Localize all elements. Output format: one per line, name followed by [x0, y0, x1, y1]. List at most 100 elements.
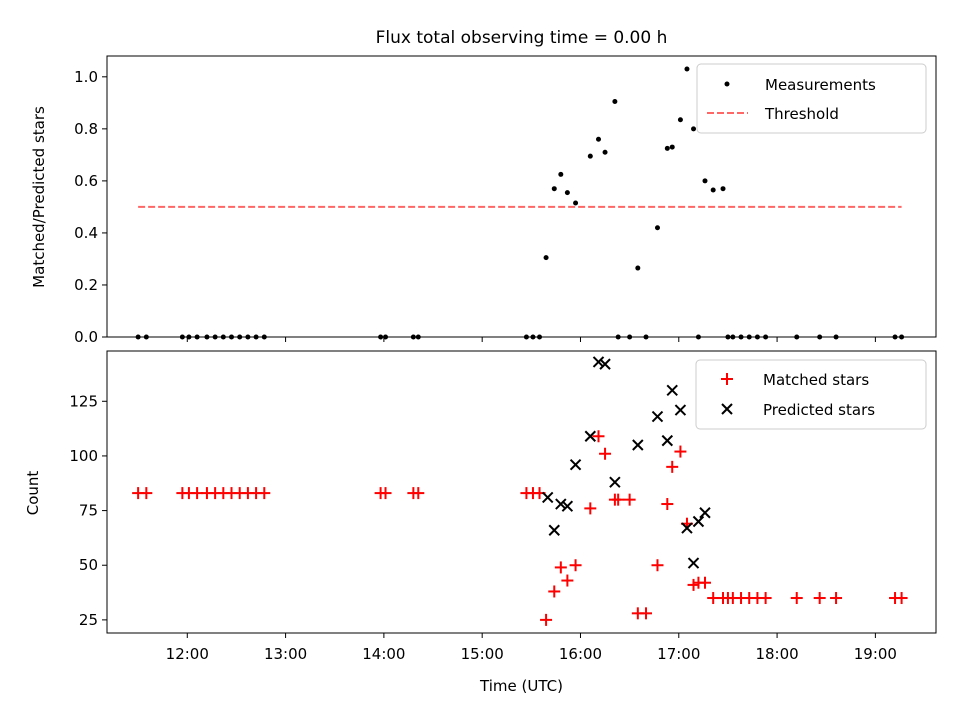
predicted-point: [674, 404, 687, 416]
measurement-point: [677, 117, 683, 123]
legend-measurements-label: Measurements: [765, 76, 876, 94]
predicted-point: [661, 434, 674, 447]
matched-point: [412, 487, 425, 500]
matched-point: [698, 576, 711, 589]
measurement-point: [543, 255, 549, 261]
x-tick-label: 18:00: [755, 645, 798, 663]
legend-predicted-label: Predicted stars: [763, 401, 875, 419]
top-plot-frame: [106, 55, 937, 338]
y-tick-label: 25: [79, 611, 98, 629]
bottom-y-ticks: 25 50 75 100 125: [69, 392, 107, 629]
measurement-point: [710, 187, 716, 193]
top-legend-box: [696, 63, 927, 134]
y-tick-label: 1.0: [74, 68, 98, 86]
measurement-point: [602, 149, 608, 155]
bottom-legend: Matched stars Predicted stars: [695, 359, 927, 430]
y-tick-label: 75: [79, 502, 98, 520]
matched-point: [569, 559, 582, 572]
top-legend: Measurements Threshold: [696, 63, 927, 134]
matched-point: [592, 430, 605, 443]
bottom-legend-box: [695, 359, 927, 430]
measurement-point: [596, 136, 602, 142]
x-tick-label: 15:00: [461, 645, 504, 663]
predicted-point: [561, 500, 574, 512]
predicted-point: [681, 522, 693, 534]
measurement-point: [654, 225, 660, 231]
predicted-point: [584, 430, 597, 442]
measurement-point: [558, 171, 564, 177]
predicted-point: [632, 439, 644, 451]
y-tick-label: 0.2: [74, 276, 98, 294]
top-panel: 0.0 0.2 0.4 0.6 0.8 1.0 Matched/Predicted sta…: [30, 55, 937, 346]
predicted-point: [592, 356, 605, 368]
predicted-point: [548, 524, 560, 536]
predicted-point: [555, 498, 567, 510]
predicted-point: [542, 491, 554, 504]
bottom-y-axis-label: Count: [24, 471, 42, 516]
matched-point: [759, 592, 772, 605]
matched-point: [599, 447, 612, 460]
matched-point: [895, 592, 908, 605]
y-tick-label: 100: [69, 447, 98, 465]
legend-predicted-marker: [721, 403, 733, 415]
matched-point: [674, 445, 687, 458]
matched-point: [651, 559, 664, 572]
matched-point: [554, 561, 567, 574]
matched-point: [640, 607, 653, 620]
matched-point: [584, 502, 597, 515]
measurement-point: [720, 186, 726, 192]
measurement-point: [635, 265, 641, 271]
x-axis-label: Time (UTC): [479, 677, 563, 695]
matched-point: [612, 493, 625, 506]
top-x-ticks: [186, 337, 876, 342]
y-tick-label: 0.4: [74, 224, 98, 242]
matched-point: [379, 487, 392, 500]
matched-point: [623, 493, 636, 506]
measurement-point: [702, 178, 708, 184]
y-tick-label: 125: [69, 392, 98, 410]
predicted-point: [609, 476, 621, 488]
predicted-point: [692, 515, 705, 528]
bottom-plot-frame: [106, 350, 937, 634]
x-tick-label: 17:00: [657, 645, 700, 663]
predicted-point: [651, 410, 664, 423]
measurement-point: [551, 186, 557, 192]
y-tick-label: 50: [79, 556, 98, 574]
measurement-point: [664, 145, 670, 151]
legend-matched-label: Matched stars: [763, 371, 869, 389]
matched-point: [540, 613, 553, 626]
x-tick-label: 13:00: [264, 645, 307, 663]
y-tick-label: 0.0: [74, 328, 98, 346]
x-tick-label: 19:00: [854, 645, 897, 663]
top-y-ticks: 0.0 0.2 0.4 0.6 0.8 1.0: [74, 68, 107, 346]
predicted-point: [569, 458, 582, 471]
matched-point: [830, 592, 843, 605]
measurement-point: [587, 153, 593, 159]
matched-point: [140, 487, 153, 500]
predicted-point: [599, 358, 611, 370]
x-tick-label: 12:00: [166, 645, 209, 663]
measurement-point: [564, 190, 570, 196]
matched-point: [661, 498, 674, 511]
measurement-point: [573, 200, 579, 206]
matched-point: [666, 460, 679, 473]
legend-measurements-marker: [724, 81, 730, 87]
bottom-panel-marks: [132, 356, 908, 626]
matched-point: [561, 574, 574, 587]
y-tick-label: 0.6: [74, 172, 98, 190]
predicted-point: [687, 557, 700, 569]
predicted-point: [666, 384, 678, 397]
matched-point: [548, 585, 561, 598]
measurement-point: [691, 126, 697, 132]
legend-matched-marker: [721, 373, 733, 385]
x-tick-label: 16:00: [559, 645, 602, 663]
chart-title: Flux total observing time = 0.00 h: [376, 28, 668, 48]
y-tick-label: 0.8: [74, 120, 98, 138]
measurement-point: [612, 99, 618, 105]
matched-point: [258, 487, 271, 500]
measurement-point: [669, 144, 675, 150]
x-tick-label: 14:00: [362, 645, 405, 663]
matched-point: [813, 592, 826, 605]
matched-point: [790, 592, 803, 605]
